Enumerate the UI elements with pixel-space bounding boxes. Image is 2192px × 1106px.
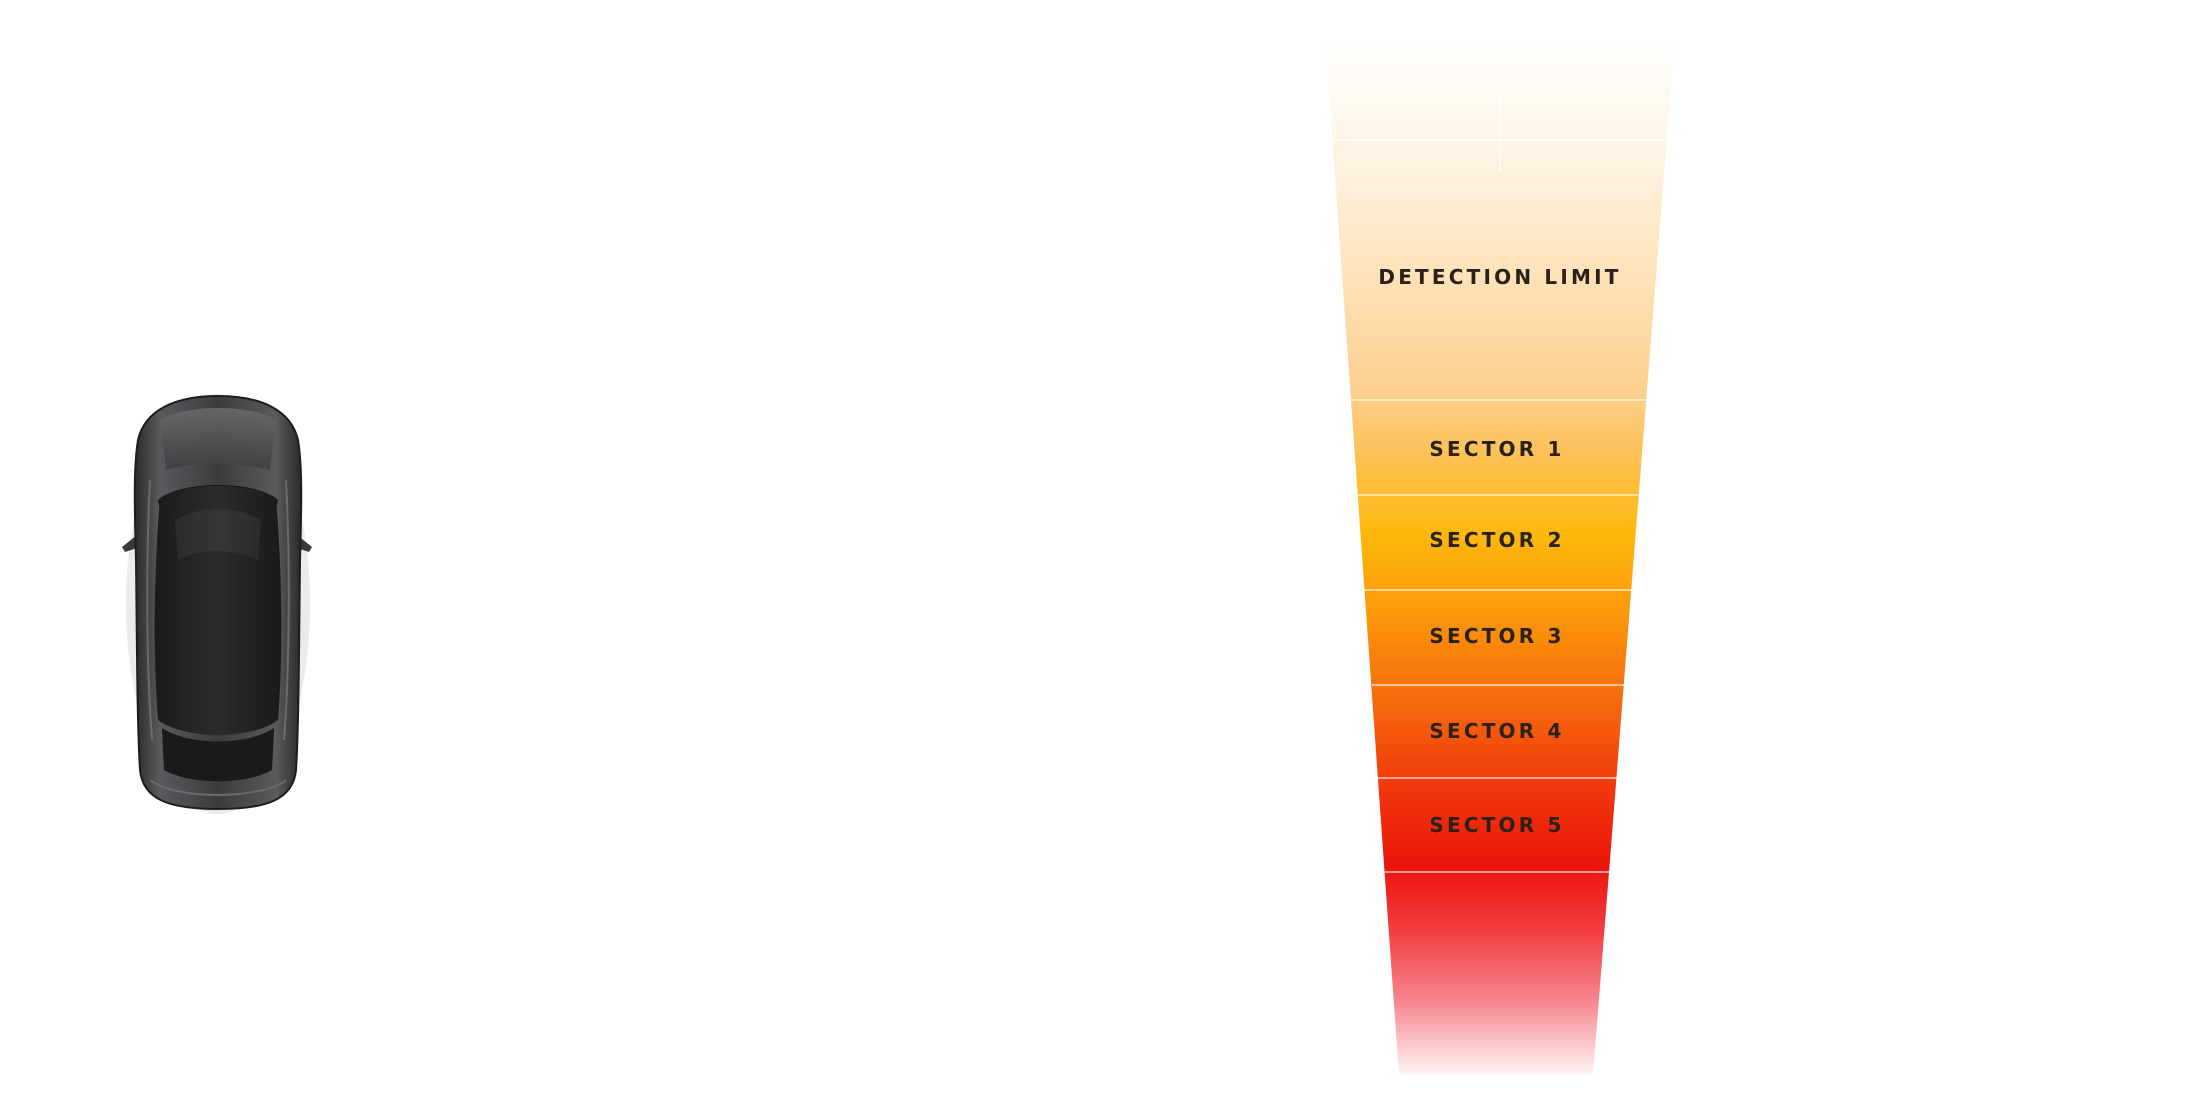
car-top-view-icon [122,394,312,814]
zone-label-sector-5: SECTOR 5 [1429,813,1565,837]
zone-label-detection-limit: DETECTION LIMIT [1378,265,1622,289]
beam-shape [1325,35,1675,1075]
zone-label-sector-2: SECTOR 2 [1429,528,1565,552]
zone-label-sector-3: SECTOR 3 [1429,624,1565,648]
zone-label-sector-1: SECTOR 1 [1429,437,1565,461]
detection-beam [1325,35,1675,1075]
zone-label-sector-4: SECTOR 4 [1429,719,1565,743]
